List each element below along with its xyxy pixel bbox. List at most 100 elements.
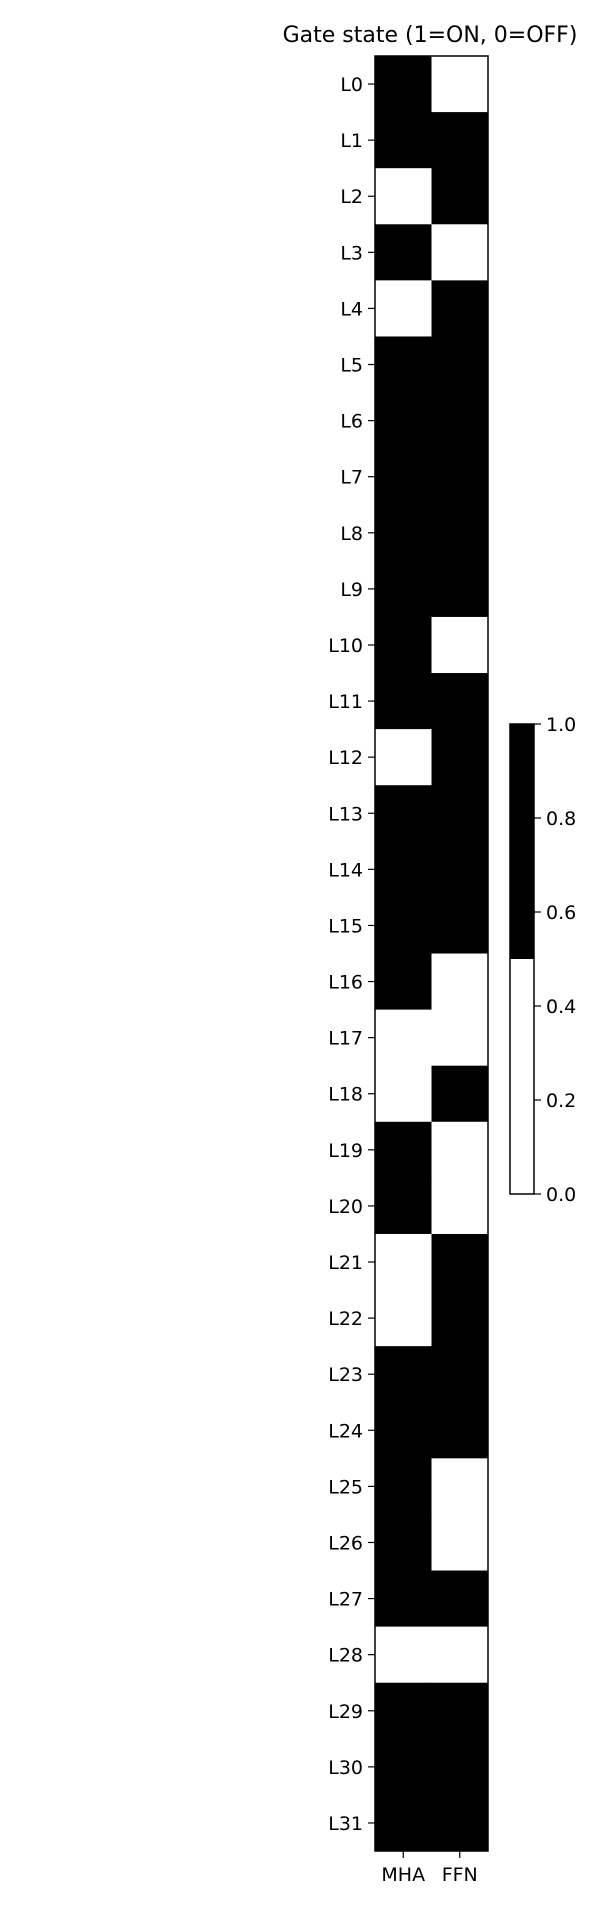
heatmap-cell-L13-FFN [431,785,489,842]
y-tick-label: L26 [328,1532,363,1554]
heatmap-cell-L14-MHA [375,841,432,898]
colorbar-tick-label: 1.0 [546,714,576,736]
y-tick-label: L4 [340,298,363,320]
y-tick-label: L7 [340,467,363,489]
heatmap-cell-L25-FFN [431,1458,489,1515]
y-tick-label: L9 [340,579,363,601]
heatmap-cell-L9-FFN [431,560,489,618]
y-tick-label: L21 [328,1252,363,1274]
heatmap-cell-L20-MHA [375,1177,432,1235]
heatmap-cell-L15-FFN [431,897,489,954]
heatmap-cell-L11-FFN [431,673,489,730]
heatmap-cell-L11-MHA [375,673,432,730]
heatmap-cell-L2-MHA [375,168,432,225]
heatmap-cell-L19-FFN [431,1121,489,1179]
heatmap-cell-L25-MHA [375,1458,432,1515]
heatmap-cell-L31-FFN [431,1794,489,1852]
heatmap-cell-L18-FFN [431,1065,489,1123]
heatmap-cell-L5-MHA [375,336,432,394]
heatmap-cell-L29-MHA [375,1682,432,1740]
colorbar-segment-off [510,959,534,1194]
heatmap-cell-L8-FFN [431,504,489,562]
y-tick-label: L8 [340,523,363,545]
y-tick-label: L31 [328,1813,363,1835]
heatmap-cell-L24-FFN [431,1402,489,1459]
y-tick-label: L17 [328,1028,363,1050]
heatmap-cell-L1-FFN [431,112,489,169]
heatmap-cell-L15-MHA [375,897,432,954]
x-tick-label: FFN [442,1864,478,1886]
y-tick-label: L15 [328,915,363,937]
colorbar-tick-label: 0.0 [546,1184,576,1206]
y-tick-label: L2 [340,186,363,208]
heatmap-cell-L10-MHA [375,616,432,674]
y-tick-label: L13 [328,803,363,825]
heatmap-cell-L3-FFN [431,224,489,281]
heatmap-cell-L30-MHA [375,1738,432,1796]
heatmap-cell-L10-FFN [431,616,489,674]
heatmap-frame [374,55,489,1852]
y-tick-label: L20 [328,1196,363,1218]
heatmap-cell-L31-MHA [375,1794,432,1852]
heatmap-cell-L8-MHA [375,504,432,562]
heatmap-cell-L9-MHA [375,560,432,618]
y-tick-label: L11 [328,691,363,713]
chart-title: Gate state (1=ON, 0=OFF) [283,23,578,48]
heatmap-cell-L12-FFN [431,729,489,786]
heatmap-cell-L21-FFN [431,1233,489,1291]
heatmap-cell-L29-FFN [431,1682,489,1740]
y-tick-label: L18 [328,1084,363,1106]
heatmap-cell-L27-FFN [431,1570,489,1628]
heatmap-cell-L2-FFN [431,168,489,225]
heatmap-cell-L4-FFN [431,280,489,337]
heatmap-cell-L14-FFN [431,841,489,898]
heatmap-cell-L28-FFN [431,1626,489,1684]
x-tick-label: MHA [381,1864,425,1886]
x-axis: MHA FFN [381,1851,478,1886]
y-tick-label: L22 [328,1308,363,1330]
heatmap-cell-L4-MHA [375,280,432,337]
y-tick-label: L19 [328,1140,363,1162]
heatmap-cell-L30-FFN [431,1738,489,1796]
y-tick-label: L24 [328,1420,363,1442]
heatmap-cell-L22-MHA [375,1290,432,1347]
heatmap-cell-L28-MHA [375,1626,432,1684]
heatmap-cell-L16-FFN [431,953,489,1011]
colorbar-frame [509,723,535,1195]
colorbar-tick-label: 0.6 [546,902,576,924]
y-tick-label: L23 [328,1364,363,1386]
y-tick-label: L1 [340,130,363,152]
heatmap-cell-L13-MHA [375,785,432,842]
heatmap-cell-L3-MHA [375,224,432,281]
y-tick-label: L25 [328,1476,363,1498]
y-tick-label: L5 [340,355,363,377]
y-tick-label: L16 [328,972,363,994]
heatmap-cell-L18-MHA [375,1065,432,1123]
heatmap-cell-L19-MHA [375,1121,432,1179]
heatmap-cell-L12-MHA [375,729,432,786]
y-tick-label: L27 [328,1589,363,1611]
heatmap-cell-L1-MHA [375,112,432,169]
heatmap-cell-L17-FFN [431,1009,489,1067]
colorbar: 0.0 0.2 0.4 0.6 0.8 1.0 [509,714,576,1206]
colorbar-segment-on [510,724,534,959]
heatmap-cell-L23-FFN [431,1346,489,1403]
heatmap-cell-L0-FFN [431,56,489,113]
heatmap-cell-L5-FFN [431,336,489,394]
y-tick-label: L0 [340,74,363,96]
colorbar-tick-label: 0.2 [546,1090,576,1112]
y-tick-label: L14 [328,859,363,881]
heatmap-cells [375,56,489,1852]
heatmap-cell-L7-FFN [431,448,489,506]
y-tick-label: L6 [340,411,363,433]
heatmap-cell-L16-MHA [375,953,432,1011]
heatmap-cell-L20-FFN [431,1177,489,1235]
heatmap-cell-L17-MHA [375,1009,432,1067]
colorbar-tick-label: 0.8 [546,808,576,830]
heatmap-cell-L23-MHA [375,1346,432,1403]
y-tick-label: L28 [328,1645,363,1667]
heatmap-cell-L22-FFN [431,1290,489,1347]
y-tick-label: L30 [328,1757,363,1779]
y-axis: L0 L1 L2 L3 L4 L5 L6 L7 L8 L9 L10 L11 L12 L13 L14 L15 L1… [328,74,375,1835]
